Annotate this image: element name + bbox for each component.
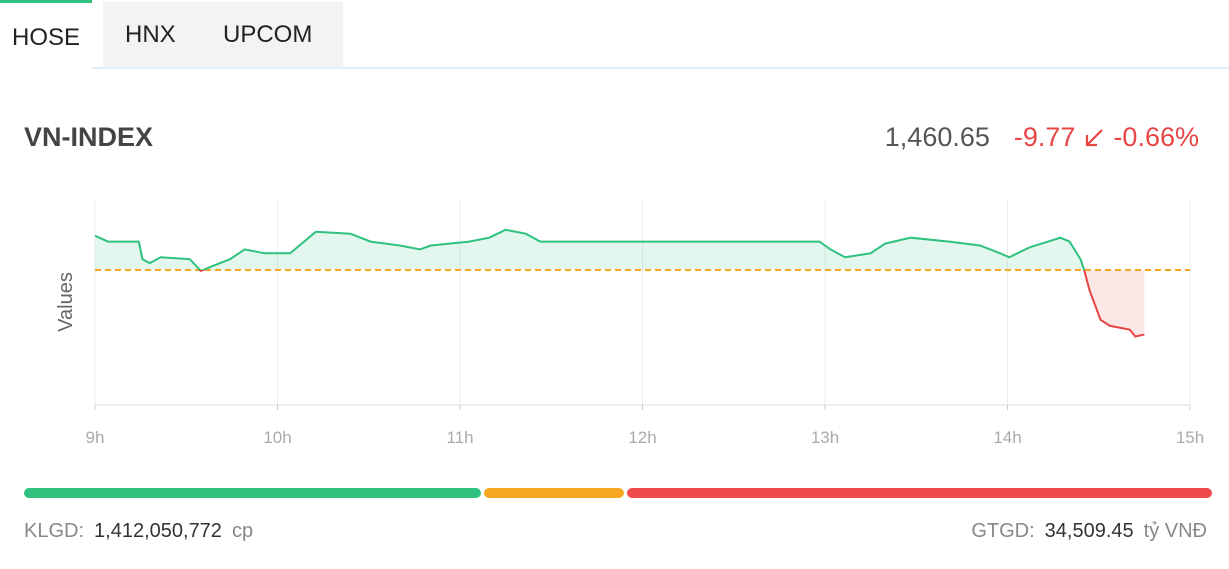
- y-axis-label: Values: [55, 272, 77, 332]
- volume: KLGD: 1,412,050,772 cp: [24, 520, 253, 543]
- breadth-segment: [24, 488, 482, 498]
- quote: 1,460.65 -9.77 -0.66%: [885, 122, 1199, 153]
- tab[interactable]: HOSE: [0, 0, 93, 70]
- x-tick-label: 13h: [811, 428, 839, 447]
- breadth-bar: [24, 488, 1212, 498]
- x-tick-label: 9h: [86, 428, 105, 447]
- index-name: VN-INDEX: [24, 122, 154, 152]
- x-tick-label: 10h: [263, 428, 291, 447]
- tab[interactable]: HNX: [125, 21, 176, 48]
- tab[interactable]: UPCOM: [223, 21, 313, 48]
- tab-background: [103, 2, 343, 67]
- index-change: -9.77: [1013, 122, 1076, 152]
- value-label: GTGD:: [971, 520, 1035, 542]
- value-unit: tỷ VNĐ: [1143, 520, 1207, 542]
- index-value: 1,460.65: [884, 122, 990, 152]
- x-tick-label: 14h: [993, 428, 1021, 447]
- breadth-segment: [484, 488, 624, 498]
- down-arrow: [1086, 128, 1104, 146]
- x-tick-label: 11h: [446, 428, 473, 447]
- area: [95, 229, 1145, 337]
- trade-value: GTGD: 34,509.45 tỷ VNĐ: [971, 520, 1207, 543]
- line: [94, 228, 1145, 338]
- x-tick-label: 15h: [1176, 428, 1204, 447]
- x-tick-label: 12h: [628, 428, 656, 447]
- index-change-percent: -0.66%: [1113, 122, 1199, 152]
- breadth-segment: [626, 488, 1212, 498]
- tab-bar: HOSE HNX UPCOM: [0, 0, 1229, 70]
- chart: 9h 10h 11h 12h 13h 14h 15h Values: [55, 200, 1204, 447]
- volume-unit: cp: [231, 520, 254, 542]
- value-value: 34,509.45: [1044, 520, 1134, 542]
- volume-value: 1,412,050,772: [94, 520, 222, 542]
- volume-label: KLGD:: [24, 520, 85, 542]
